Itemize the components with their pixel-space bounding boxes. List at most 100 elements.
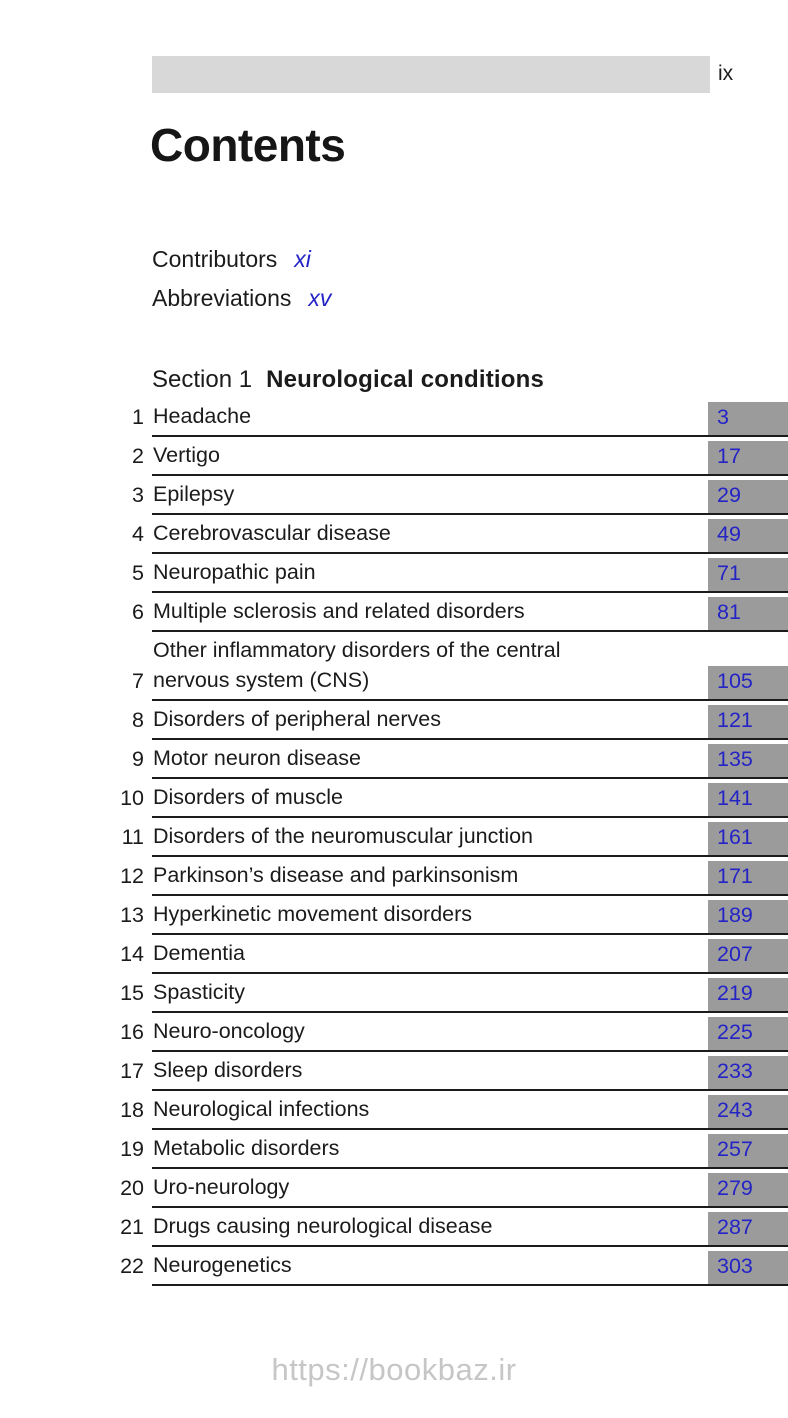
chapter-page-number: 279 [717, 1176, 753, 1200]
chapter-page-number: 105 [717, 669, 753, 693]
toc-entry: 17 Sleep disorders 233 [120, 1052, 788, 1091]
chapter-title: Headache [153, 404, 252, 428]
chapter-page-number: 219 [717, 981, 753, 1005]
page-number-highlight: 243 [708, 1095, 788, 1128]
front-matter-page-ref: xi [294, 246, 311, 272]
chapter-page-number: 17 [717, 444, 741, 468]
section-heading: Section 1 Neurological conditions [152, 366, 544, 394]
toc-entry: 22 Neurogenetics 303 [120, 1247, 788, 1286]
toc-entry: 16 Neuro-oncology 225 [120, 1013, 788, 1052]
chapter-title: Cerebrovascular disease [153, 521, 391, 545]
page-number-highlight: 121 [708, 705, 788, 738]
chapter-number: 14 [120, 942, 144, 966]
chapter-number: 2 [132, 444, 144, 468]
chapter-number: 18 [120, 1098, 144, 1122]
chapter-title: Vertigo [153, 443, 220, 467]
chapter-page-number: 207 [717, 942, 753, 966]
chapter-number: 13 [120, 903, 144, 927]
front-matter-page-ref: xv [308, 285, 332, 311]
chapter-page-number: 161 [717, 825, 753, 849]
chapter-title: Sleep disorders [153, 1058, 303, 1082]
chapter-title: Multiple sclerosis and related disorders [153, 599, 525, 623]
page-number-highlight: 3 [708, 402, 788, 435]
page-number-highlight: 279 [708, 1173, 788, 1206]
toc-entry: 10 Disorders of muscle 141 [120, 779, 788, 818]
chapter-number: 8 [132, 708, 144, 732]
page-number-highlight: 171 [708, 861, 788, 894]
page-number-highlight: 257 [708, 1134, 788, 1167]
chapter-page-number: 49 [717, 522, 741, 546]
chapter-title: Disorders of peripheral nerves [153, 707, 441, 731]
chapter-page-number: 81 [717, 600, 741, 624]
chapter-page-number: 233 [717, 1059, 753, 1083]
chapter-page-number: 225 [717, 1020, 753, 1044]
chapter-page-number: 287 [717, 1215, 753, 1239]
chapter-number: 4 [132, 522, 144, 546]
chapter-page-number: 141 [717, 786, 753, 810]
page-number-highlight: 225 [708, 1017, 788, 1050]
watermark-url: https://bookbaz.ir [271, 1352, 517, 1387]
running-head-bar [152, 56, 710, 93]
page-title: Contents [150, 119, 346, 171]
chapter-page-number: 171 [717, 864, 753, 888]
chapter-page-number: 303 [717, 1254, 753, 1278]
front-matter-label: Contributors [152, 246, 278, 272]
section-label: Section 1 [152, 366, 253, 393]
toc-entry: 4 Cerebrovascular disease 49 [132, 515, 788, 554]
chapter-title: Neuro-oncology [153, 1019, 305, 1043]
chapter-title: Neuropathic pain [153, 560, 316, 584]
chapter-page-number: 3 [717, 405, 729, 429]
chapter-number: 17 [120, 1059, 144, 1083]
chapter-title: Disorders of the neuromuscular junction [153, 824, 534, 848]
chapter-page-number: 135 [717, 747, 753, 771]
toc-list: 1 Headache 3 2 Vertigo 17 3 Epilepsy 2 9 … [120, 398, 788, 1286]
toc-entry: 12 Parkinson’s disease and parkinsonism … [120, 857, 788, 896]
chapter-page-number: 29 [717, 483, 741, 507]
page-number-highlight: 219 [708, 978, 788, 1011]
chapter-number: 5 [132, 561, 144, 585]
chapter-number: 11 [121, 825, 144, 849]
chapter-title: Drugs causing neurological disease [153, 1214, 493, 1238]
toc-entry: 1 Headache 3 [132, 398, 788, 437]
chapter-number: 15 [120, 981, 144, 1005]
chapter-title: Spasticity [153, 980, 246, 1004]
chapter-title: Parkinson’s disease and parkinsonism [153, 863, 519, 887]
chapter-page-number: 71 [717, 561, 741, 585]
toc-entry: 21 Drugs causing neurological disease 28… [120, 1208, 788, 1247]
toc-entry: 7 Other inflammatory disorders of the ce… [132, 632, 788, 701]
page-number-highlight: 81 [708, 597, 788, 630]
chapter-number: 20 [120, 1176, 144, 1200]
chapter-title: Metabolic disorders [153, 1136, 340, 1160]
page-number-highlight: 17 [708, 441, 788, 474]
toc-entry: 11 Disorders of the neuromuscular juncti… [122, 818, 788, 857]
front-matter-item-abbreviations: Abbreviations xv [152, 285, 331, 324]
chapter-number: 3 [132, 483, 144, 507]
toc-entry: 3 Epilepsy 29 [132, 476, 788, 515]
chapter-number: 19 [120, 1137, 144, 1161]
chapter-title: Neurogenetics [153, 1253, 292, 1277]
page-number-highlight: 233 [708, 1056, 788, 1089]
chapter-title: Uro-neurology [153, 1175, 290, 1199]
page-number-highlight: 141 [708, 783, 788, 816]
chapter-number: 1 [132, 405, 144, 429]
page-number-highlight: 287 [708, 1212, 788, 1245]
chapter-page-number: 189 [717, 903, 753, 927]
page-number-highlight: 71 [708, 558, 788, 591]
chapter-number: 12 [120, 864, 144, 888]
page-number-highlight: 207 [708, 939, 788, 972]
chapter-title: Neurological infections [153, 1097, 370, 1121]
toc-entry: 18 Neurological infections 243 [120, 1091, 788, 1130]
page-number-highlight: 303 [708, 1251, 788, 1284]
page-number-highlight: 135 [708, 744, 788, 777]
chapter-page-number: 243 [717, 1098, 753, 1122]
chapter-number: 7 [132, 669, 144, 693]
chapter-number: 16 [120, 1020, 144, 1044]
chapter-number: 6 [132, 600, 144, 624]
folio-page-number: ix [718, 62, 734, 85]
toc-entry: 20 Uro-neurology 279 [120, 1169, 788, 1208]
toc-entry: 2 Vertigo 17 [132, 437, 788, 476]
page-number-highlight: 189 [708, 900, 788, 933]
chapter-title: Motor neuron disease [153, 746, 361, 770]
chapter-title: Hyperkinetic movement disorders [153, 902, 473, 926]
toc-entry: 14 Dementia 207 [120, 935, 788, 974]
